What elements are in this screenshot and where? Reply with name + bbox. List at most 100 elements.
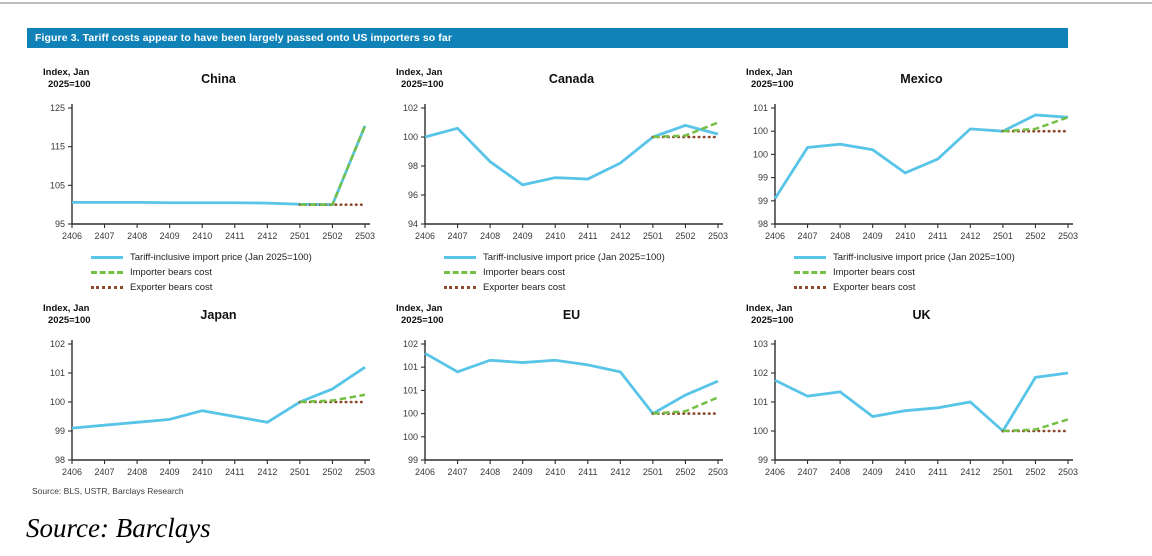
svg-text:2408: 2408	[830, 231, 850, 241]
svg-text:101: 101	[753, 103, 768, 113]
svg-text:2407: 2407	[798, 467, 818, 477]
svg-text:98: 98	[408, 161, 418, 171]
svg-text:2501: 2501	[993, 467, 1013, 477]
figure-header-bar: Figure 3. Tariff costs appear to have be…	[27, 28, 1068, 48]
svg-text:2412: 2412	[610, 467, 630, 477]
svg-text:2407: 2407	[95, 231, 115, 241]
svg-text:95: 95	[55, 219, 65, 229]
svg-text:2412: 2412	[960, 231, 980, 241]
svg-text:2410: 2410	[192, 467, 212, 477]
line-chart-canvas: 99 100 100 101 101 102 2406 2407 2408 2409 2410 241…	[403, 339, 728, 477]
y-axis-unit-label: Index, Jan 2025=100	[43, 67, 91, 91]
svg-text:2501: 2501	[993, 231, 1013, 241]
legend-label: Importer bears cost	[483, 267, 565, 278]
svg-text:2406: 2406	[765, 231, 785, 241]
svg-text:2406: 2406	[62, 231, 82, 241]
y-axis-unit-label: Index, Jan 2025=100	[746, 67, 794, 91]
index-label-line2: 2025=100	[751, 79, 794, 91]
y-axis-unit-label: Index, Jan 2025=100	[746, 303, 794, 327]
svg-text:2503: 2503	[708, 231, 728, 241]
svg-text:2408: 2408	[480, 231, 500, 241]
svg-text:2412: 2412	[960, 467, 980, 477]
chart-head: Index, Jan 2025=100 Mexico	[730, 64, 1080, 100]
legend-item-exporter: Exporter bears cost	[794, 280, 1080, 295]
svg-text:102: 102	[403, 339, 418, 349]
svg-text:2410: 2410	[192, 231, 212, 241]
importer-dashed-swatch-icon	[91, 271, 123, 274]
svg-text:96: 96	[408, 190, 418, 200]
svg-text:94: 94	[408, 219, 418, 229]
y-axis-unit-label: Index, Jan 2025=100	[396, 303, 444, 327]
svg-text:2503: 2503	[708, 467, 728, 477]
chart-head: Index, Jan 2025=100 China	[27, 64, 377, 100]
svg-text:99: 99	[408, 455, 418, 465]
index-label-line2: 2025=100	[751, 315, 794, 327]
svg-text:100: 100	[50, 397, 65, 407]
svg-text:2411: 2411	[225, 467, 244, 477]
index-label-line1: Index, Jan	[43, 303, 90, 314]
top-divider-rule	[0, 2, 1152, 4]
chart-legend: Tariff-inclusive import price (Jan 2025=…	[380, 250, 730, 295]
chart-canada: Index, Jan 2025=100 Canada 94 96 98 100 102 2…	[380, 64, 730, 295]
figure-title: Figure 3. Tariff costs appear to have be…	[35, 32, 453, 44]
svg-text:2408: 2408	[127, 467, 147, 477]
legend-label: Importer bears cost	[130, 267, 212, 278]
chart-title: Japan	[200, 308, 237, 322]
chart-head: Index, Jan 2025=100 Canada	[380, 64, 730, 100]
svg-text:2503: 2503	[1058, 467, 1078, 477]
svg-text:2411: 2411	[578, 231, 597, 241]
chart-eu: Index, Jan 2025=100 EU 99 100 100 101 101 102…	[380, 300, 730, 482]
svg-text:98: 98	[55, 455, 65, 465]
svg-text:2502: 2502	[675, 231, 695, 241]
importer-dashed-swatch-icon	[794, 271, 826, 274]
svg-text:115: 115	[51, 142, 65, 152]
chart-title: Canada	[548, 72, 595, 86]
svg-text:100: 100	[753, 149, 768, 159]
svg-text:100: 100	[403, 409, 418, 419]
svg-text:2407: 2407	[448, 231, 468, 241]
svg-text:102: 102	[50, 339, 65, 349]
svg-text:2502: 2502	[1025, 231, 1045, 241]
svg-text:2409: 2409	[513, 231, 533, 241]
index-label-line2: 2025=100	[48, 79, 91, 91]
line-chart-canvas: 95 105 115 125 2406 2407 2408 2409 2410 2411 2412 2…	[50, 103, 375, 241]
svg-text:105: 105	[50, 180, 65, 190]
chart-china: Index, Jan 2025=100 China 95 105 115 125 240…	[27, 64, 377, 295]
svg-text:2501: 2501	[643, 467, 663, 477]
svg-text:99: 99	[758, 455, 768, 465]
svg-text:2411: 2411	[225, 231, 244, 241]
legend-label: Tariff-inclusive import price (Jan 2025=…	[130, 252, 312, 263]
chart-title: China	[201, 72, 236, 86]
svg-text:2412: 2412	[257, 467, 277, 477]
chart-title: EU	[562, 308, 581, 322]
page-caption: Source: Barclays	[26, 513, 211, 543]
svg-text:2406: 2406	[765, 467, 785, 477]
exporter-dotted-swatch-icon	[444, 286, 476, 289]
index-label-line2: 2025=100	[48, 315, 91, 327]
svg-text:2411: 2411	[928, 467, 947, 477]
chart-mexico: Index, Jan 2025=100 Mexico 98 99 99 100 100 1…	[730, 64, 1080, 295]
svg-text:2408: 2408	[830, 467, 850, 477]
index-label-line2: 2025=100	[401, 79, 444, 91]
index-label-line1: Index, Jan	[43, 67, 90, 78]
svg-text:2407: 2407	[798, 231, 818, 241]
svg-text:102: 102	[403, 103, 418, 113]
y-axis-unit-label: Index, Jan 2025=100	[43, 303, 91, 327]
chart-japan: Index, Jan 2025=100 Japan 98 99 100 101 102 2…	[27, 300, 377, 482]
svg-text:101: 101	[753, 397, 768, 407]
chart-title: UK	[912, 308, 931, 322]
svg-text:2409: 2409	[160, 467, 180, 477]
svg-text:2501: 2501	[643, 231, 663, 241]
svg-text:101: 101	[403, 385, 418, 395]
svg-text:2410: 2410	[545, 467, 565, 477]
svg-text:2412: 2412	[610, 231, 630, 241]
svg-text:2406: 2406	[415, 467, 435, 477]
legend-label: Tariff-inclusive import price (Jan 2025=…	[483, 252, 665, 263]
svg-text:2503: 2503	[355, 231, 375, 241]
svg-text:2410: 2410	[895, 231, 915, 241]
svg-text:99: 99	[758, 196, 768, 206]
line-chart-canvas: 94 96 98 100 102 2406 2407 2408 2409 2410 2411 2412…	[403, 103, 728, 241]
chart-uk: Index, Jan 2025=100 UK 99 100 101 102 103 240…	[730, 300, 1080, 482]
svg-text:2410: 2410	[545, 231, 565, 241]
legend-label: Importer bears cost	[833, 267, 915, 278]
